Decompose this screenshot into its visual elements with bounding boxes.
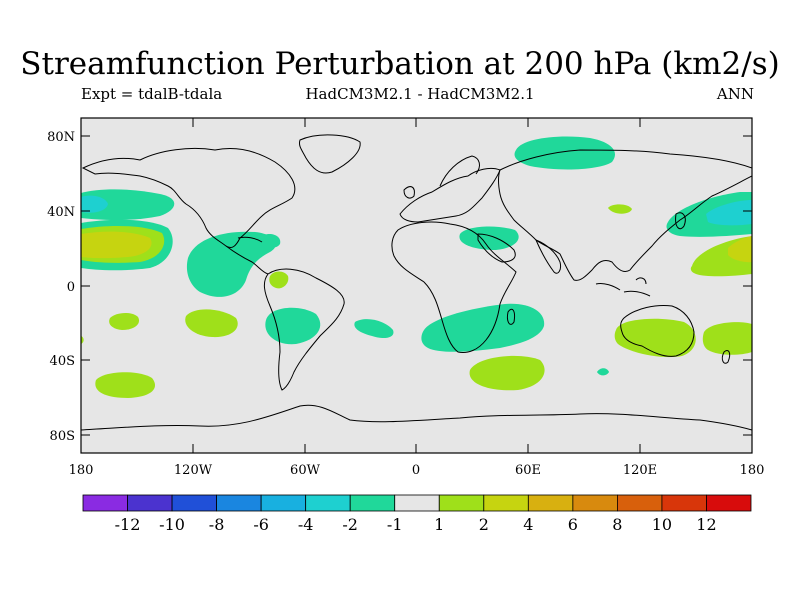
y-tick-label: 80S	[50, 429, 75, 444]
contour-region	[185, 309, 238, 338]
x-tick-label: 180	[69, 463, 94, 478]
y-tick-label: 40S	[50, 354, 75, 369]
coastline-australia	[620, 305, 695, 357]
colorbar-swatch	[483, 494, 529, 512]
colorbar-swatch	[171, 494, 218, 512]
colorbar-swatch	[572, 494, 618, 512]
colorbar-label: 10	[652, 515, 672, 534]
contour-region	[81, 189, 175, 220]
colorbar-label: -2	[342, 515, 358, 534]
contour-region	[81, 231, 152, 259]
contour-region	[421, 303, 545, 352]
x-axis	[80, 118, 753, 453]
colorbar-swatch	[216, 494, 262, 512]
coastline-japan	[675, 212, 686, 230]
x-tick-label: 60W	[290, 463, 321, 478]
model-label: HadCM3M2.1 - HadCM3M2.1	[305, 85, 535, 103]
experiment-label: Expt = tdalB-tdala	[81, 85, 223, 103]
colorbar-label: -8	[209, 515, 225, 534]
x-tick-label: 180	[740, 463, 765, 478]
colorbar-swatch	[260, 494, 307, 512]
y-tick-label: 40N	[47, 205, 75, 220]
coastline-central-america	[225, 245, 269, 275]
contour-region	[728, 236, 752, 263]
colorbar-swatch	[438, 494, 485, 512]
contour-region	[186, 231, 276, 297]
contour-region	[95, 372, 155, 398]
colorbar-label: 2	[479, 515, 489, 534]
colorbar-label: -1	[387, 515, 403, 534]
contour-region	[269, 271, 289, 289]
coastline-indonesia	[595, 277, 651, 297]
coastline-new-zealand	[721, 349, 731, 364]
season-label: ANN	[716, 85, 754, 103]
colorbar-swatch	[82, 494, 128, 512]
coastlines	[81, 134, 752, 431]
contour-region	[354, 319, 394, 338]
contour-region	[614, 318, 696, 358]
contour-region	[514, 136, 616, 170]
coastline-south-america	[263, 268, 345, 391]
contour-region	[706, 200, 752, 226]
colorbar-label: 8	[612, 515, 622, 534]
y-tick-label: 80N	[47, 130, 75, 145]
coastline-greenland	[299, 134, 361, 174]
contour-region	[469, 355, 545, 391]
colorbar-swatch	[706, 494, 752, 512]
colorbar-label: 4	[523, 515, 533, 534]
colorbar-label: 12	[696, 515, 716, 534]
colorbar	[82, 494, 752, 512]
x-tick-label: 60E	[515, 463, 541, 478]
coastline-madagascar	[507, 308, 515, 325]
colorbar-labels: -12 -10 -8 -6 -4 -2 -1 1 2 4 6 8 10 12	[115, 515, 717, 534]
colorbar-swatch	[127, 494, 173, 512]
colorbar-swatch	[349, 494, 396, 512]
contour-region	[262, 234, 281, 248]
y-axis	[81, 135, 752, 436]
contour-region	[81, 195, 108, 213]
contour-region	[702, 322, 752, 355]
colorbar-label: 1	[434, 515, 444, 534]
x-tick-label: 0	[412, 463, 420, 478]
contour-region	[109, 312, 140, 330]
colorbar-label: -4	[298, 515, 314, 534]
colorbar-label: -10	[159, 515, 185, 534]
coastline-india	[535, 239, 561, 274]
coastline-cuba	[237, 236, 263, 243]
colorbar-label: -6	[253, 515, 269, 534]
plot-title: Streamfunction Perturbation at 200 hPa (…	[20, 46, 780, 82]
colorbar-label: 6	[568, 515, 578, 534]
contour-region	[608, 204, 632, 214]
coastline-scandinavia	[439, 155, 480, 187]
map-background	[81, 118, 752, 453]
coastline-arabia	[477, 233, 516, 263]
coastline-asia	[498, 149, 752, 281]
colorbar-swatch	[661, 494, 707, 512]
contour-region	[597, 368, 609, 376]
y-tick-label: 0	[67, 280, 75, 295]
x-tick-label: 120W	[174, 463, 213, 478]
contour-fills	[81, 136, 752, 398]
colorbar-swatch	[617, 494, 663, 512]
colorbar-swatch	[527, 494, 574, 512]
coastline-europe	[399, 167, 501, 223]
colorbar-swatch	[305, 494, 351, 512]
contour-region	[81, 336, 84, 344]
coastline-antarctica	[81, 404, 752, 431]
coastline-uk	[403, 186, 415, 199]
colorbar-swatch	[394, 494, 440, 512]
x-tick-label: 120E	[623, 463, 657, 478]
colorbar-label: -12	[115, 515, 141, 534]
